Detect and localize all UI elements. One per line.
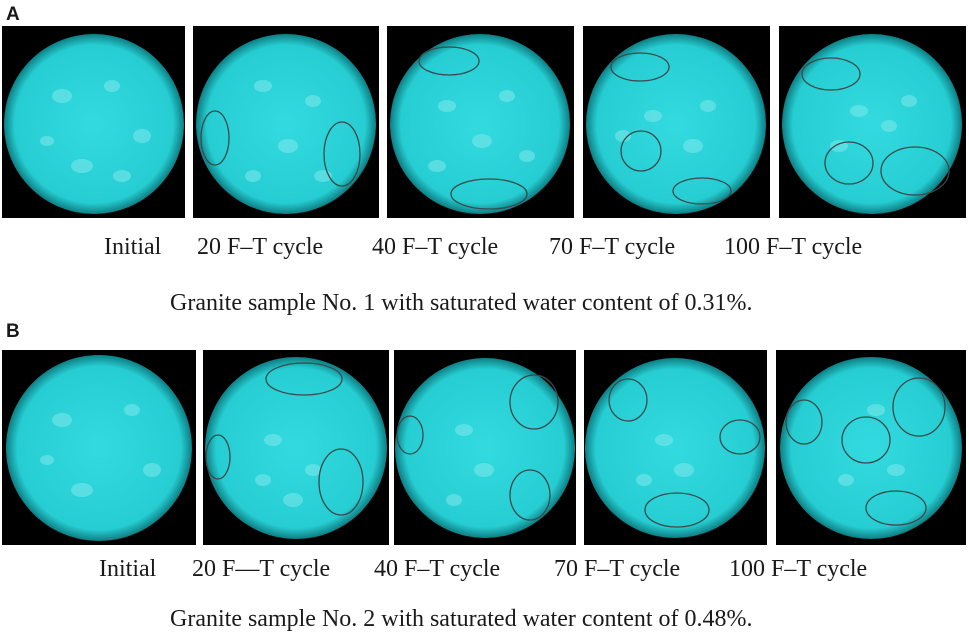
panel-a-label-initial: Initial <box>104 234 162 260</box>
panel-a-label-70: 70 F–T cycle <box>549 234 676 260</box>
panel-b-caption: Granite sample No. 2 with saturated wate… <box>170 606 753 632</box>
sample-disc <box>4 34 184 214</box>
panel-b-100-image <box>776 350 966 545</box>
panel-a-letter: A <box>6 4 20 25</box>
panel-a-20-image <box>193 26 379 218</box>
panel-a-caption: Granite sample No. 1 with saturated wate… <box>170 290 753 316</box>
panel-a-initial-image <box>2 26 185 218</box>
panel-b-label-100: 100 F–T cycle <box>729 556 868 582</box>
panel-b-label-70: 70 F–T cycle <box>554 556 681 582</box>
panel-a-70-image <box>583 26 770 218</box>
panel-b-label-20: 20 F—T cycle <box>192 556 331 582</box>
panel-b-20-image <box>203 350 389 545</box>
panel-a-label-100: 100 F–T cycle <box>724 234 863 260</box>
panel-b-label-initial: Initial <box>99 556 157 582</box>
panel-b-letter: B <box>6 321 20 342</box>
panel-a-label-20: 20 F–T cycle <box>197 234 324 260</box>
panel-a-label-40: 40 F–T cycle <box>372 234 499 260</box>
defect-marker <box>323 121 361 187</box>
panel-b-70-image <box>584 350 767 545</box>
panel-a-40-image <box>387 26 574 218</box>
panel-b-label-40: 40 F–T cycle <box>374 556 501 582</box>
panel-b-40-image <box>394 350 576 545</box>
panel-b-initial-image <box>2 350 196 545</box>
defect-marker <box>200 110 230 166</box>
panel-a-100-image <box>779 26 966 218</box>
